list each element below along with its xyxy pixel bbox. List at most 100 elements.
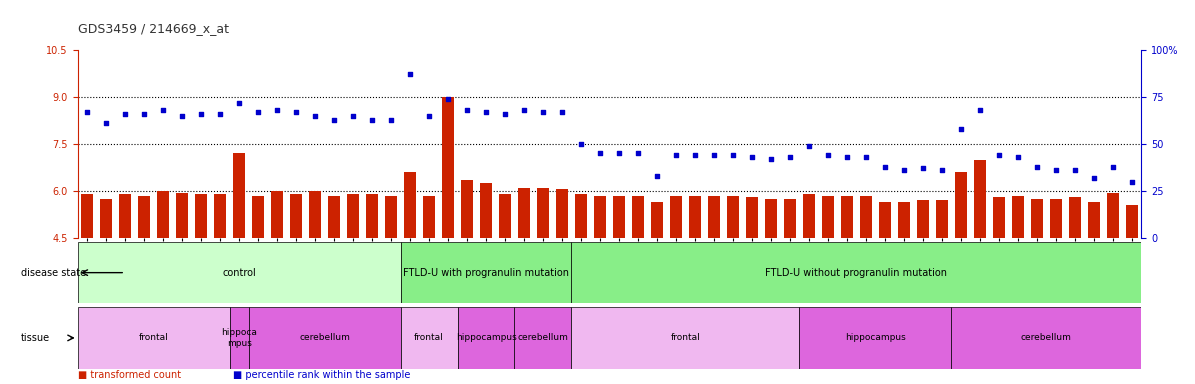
Text: cerebellum: cerebellum bbox=[517, 333, 569, 343]
Point bbox=[970, 107, 989, 113]
Point bbox=[1103, 164, 1122, 170]
Text: tissue: tissue bbox=[20, 333, 50, 343]
Bar bbox=[366, 194, 379, 238]
Bar bbox=[498, 194, 511, 238]
Bar bbox=[458, 307, 515, 369]
Point bbox=[439, 96, 458, 102]
Point bbox=[552, 109, 571, 115]
Bar bbox=[822, 196, 834, 238]
Point bbox=[135, 111, 154, 117]
Point bbox=[648, 173, 667, 179]
Bar bbox=[859, 196, 872, 238]
Bar bbox=[727, 196, 739, 238]
Bar bbox=[784, 199, 796, 238]
Point bbox=[1028, 164, 1047, 170]
Bar bbox=[613, 196, 625, 238]
Point bbox=[629, 151, 648, 157]
Text: frontal: frontal bbox=[670, 333, 700, 343]
Bar bbox=[688, 196, 701, 238]
Point bbox=[742, 154, 761, 160]
Bar bbox=[840, 196, 853, 238]
Point bbox=[268, 107, 287, 113]
Bar bbox=[385, 196, 397, 238]
Bar bbox=[993, 197, 1005, 238]
Bar bbox=[974, 160, 986, 238]
Point bbox=[609, 151, 629, 157]
Bar bbox=[1049, 199, 1062, 238]
Bar bbox=[327, 196, 341, 238]
Text: FTLD-U with progranulin mutation: FTLD-U with progranulin mutation bbox=[403, 268, 569, 278]
Point bbox=[590, 151, 609, 157]
Bar bbox=[571, 307, 799, 369]
Bar bbox=[1126, 205, 1138, 238]
Text: GDS3459 / 214669_x_at: GDS3459 / 214669_x_at bbox=[78, 22, 228, 35]
Bar bbox=[400, 307, 458, 369]
Bar bbox=[1030, 199, 1043, 238]
Text: hippoca
mpus: hippoca mpus bbox=[221, 328, 257, 348]
Bar bbox=[556, 189, 568, 238]
Bar bbox=[575, 194, 587, 238]
Bar bbox=[480, 183, 492, 238]
Bar bbox=[442, 97, 454, 238]
Point bbox=[1065, 167, 1084, 174]
Point bbox=[913, 166, 932, 172]
Point bbox=[400, 71, 419, 78]
Bar bbox=[157, 191, 170, 238]
Point bbox=[325, 116, 344, 122]
Bar bbox=[249, 307, 400, 369]
Text: ■ percentile rank within the sample: ■ percentile rank within the sample bbox=[233, 370, 410, 380]
Point bbox=[496, 111, 515, 117]
Point bbox=[875, 164, 894, 170]
Bar bbox=[81, 194, 93, 238]
Bar bbox=[1107, 193, 1119, 238]
Point bbox=[667, 152, 686, 158]
Bar bbox=[229, 307, 249, 369]
Point bbox=[1009, 154, 1028, 160]
Point bbox=[989, 152, 1009, 158]
Point bbox=[362, 116, 381, 122]
Point bbox=[154, 107, 173, 113]
Point bbox=[686, 152, 705, 158]
Text: ■ transformed count: ■ transformed count bbox=[78, 370, 180, 380]
Point bbox=[1122, 179, 1141, 185]
Bar bbox=[765, 199, 777, 238]
Bar bbox=[897, 202, 911, 238]
Point bbox=[116, 111, 135, 117]
Text: frontal: frontal bbox=[415, 333, 443, 343]
Bar bbox=[461, 180, 473, 238]
Bar bbox=[233, 154, 245, 238]
Bar bbox=[271, 191, 283, 238]
Point bbox=[1046, 167, 1065, 174]
Point bbox=[571, 141, 590, 147]
Point bbox=[97, 120, 116, 126]
Point bbox=[894, 167, 913, 174]
Point bbox=[458, 107, 477, 113]
Point bbox=[287, 109, 306, 115]
Point bbox=[857, 154, 876, 160]
Bar bbox=[137, 196, 151, 238]
Point bbox=[381, 116, 400, 122]
Bar bbox=[951, 307, 1141, 369]
Bar bbox=[594, 196, 606, 238]
Bar bbox=[517, 188, 531, 238]
Bar bbox=[308, 191, 321, 238]
Bar bbox=[515, 307, 571, 369]
Bar bbox=[1068, 197, 1081, 238]
Text: cerebellum: cerebellum bbox=[1021, 333, 1072, 343]
Text: cerebellum: cerebellum bbox=[299, 333, 350, 343]
Bar bbox=[651, 202, 663, 238]
Bar bbox=[707, 196, 721, 238]
Bar bbox=[936, 200, 948, 238]
Bar bbox=[746, 197, 758, 238]
Text: hippocampus: hippocampus bbox=[845, 333, 906, 343]
Point bbox=[419, 113, 439, 119]
Point bbox=[838, 154, 857, 160]
Text: control: control bbox=[222, 268, 256, 278]
Text: disease state: disease state bbox=[20, 268, 86, 278]
Bar bbox=[347, 194, 360, 238]
Bar bbox=[423, 196, 435, 238]
Point bbox=[819, 152, 838, 158]
Bar bbox=[803, 194, 815, 238]
Point bbox=[191, 111, 210, 117]
Bar bbox=[400, 242, 571, 303]
